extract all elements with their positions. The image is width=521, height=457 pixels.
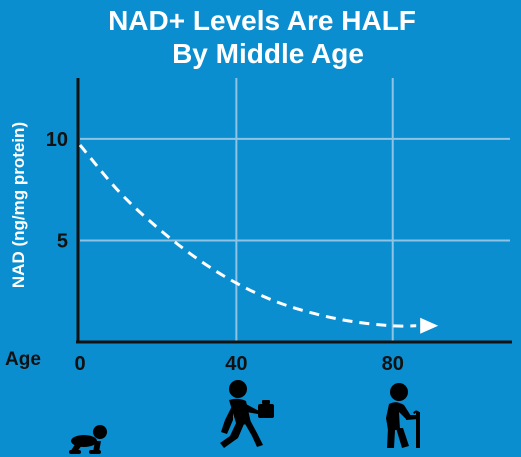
grid: [80, 78, 510, 342]
y-axis-label: NAD (ng/mg protein): [9, 122, 28, 288]
y-tick-label: 10: [46, 129, 68, 151]
y-tick-label: 5: [57, 230, 68, 252]
series-arrowhead: [420, 317, 439, 334]
chart-title-line2: By Middle Age: [172, 38, 364, 69]
chart-title-line1: NAD+ Levels Are HALF: [108, 5, 416, 36]
x-axis-label: Age: [5, 349, 41, 370]
series-line: [78, 144, 417, 328]
elderly-cane-icon: [386, 383, 420, 448]
x-tick-label: 40: [225, 353, 247, 375]
series: [78, 144, 439, 334]
x-tick-label: 80: [382, 353, 404, 375]
baby-crawling-icon: [69, 425, 107, 454]
x-tick-label: 0: [74, 353, 85, 375]
adult-walking-briefcase-icon: [220, 380, 274, 448]
tick-labels: 0 40 80 10 5: [46, 129, 404, 375]
